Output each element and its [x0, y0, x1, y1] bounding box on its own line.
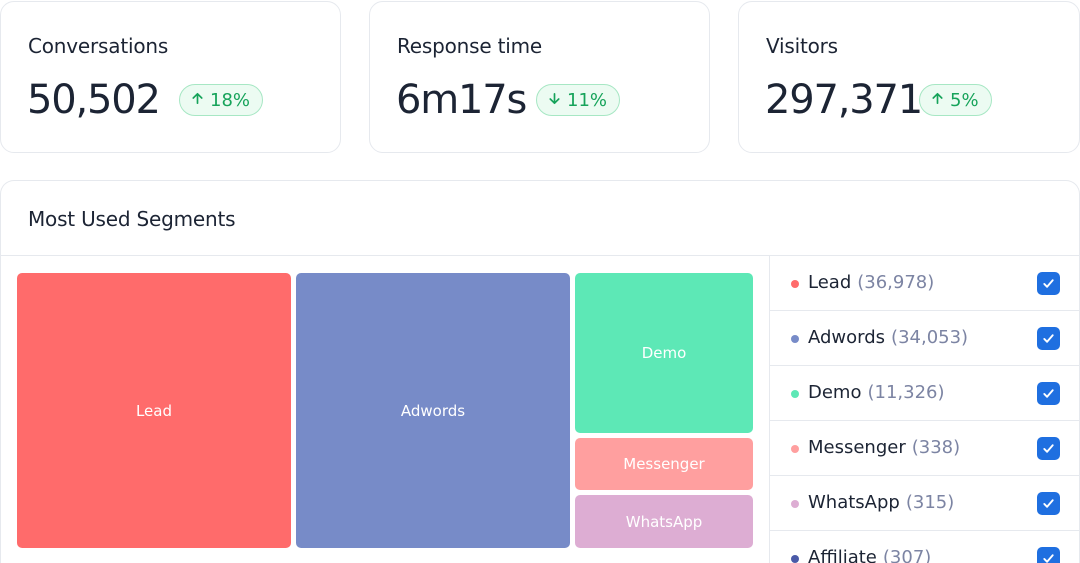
- checkbox-checked-icon[interactable]: [1037, 547, 1060, 563]
- stat-value: 6m17s: [396, 77, 527, 123]
- tile-label: Demo: [641, 344, 687, 362]
- stat-title: Conversations: [28, 34, 169, 58]
- treemap-tile-demo[interactable]: Demo: [575, 273, 753, 433]
- checkbox-checked-icon[interactable]: [1037, 327, 1060, 350]
- checkbox-checked-icon[interactable]: [1037, 492, 1060, 515]
- change-badge: 11%: [536, 84, 621, 116]
- legend-item-lead[interactable]: Lead (36,978): [770, 256, 1080, 311]
- legend-dot: [791, 555, 799, 563]
- legend-name: WhatsApp: [808, 492, 900, 513]
- change-value: 18%: [210, 89, 251, 111]
- stat-title: Visitors: [766, 34, 838, 58]
- change-value: 11%: [567, 89, 608, 111]
- legend-dot: [791, 335, 799, 343]
- treemap-tile-messenger[interactable]: Messenger: [575, 438, 753, 490]
- checkbox-checked-icon[interactable]: [1037, 272, 1060, 295]
- legend-item-adwords[interactable]: Adwords (34,053): [770, 311, 1080, 366]
- legend-dot: [791, 280, 799, 288]
- treemap-tile-adwords[interactable]: Adwords: [296, 273, 570, 548]
- arrow-down-icon: [547, 90, 562, 111]
- legend-name: Affiliate: [808, 547, 877, 563]
- divider: [1, 255, 1079, 256]
- change-value: 5%: [950, 89, 979, 111]
- stat-value: 297,371: [765, 77, 923, 123]
- tile-label: Adwords: [400, 401, 466, 420]
- stat-card-response-time: Response time 6m17s 11%: [369, 1, 710, 153]
- stat-title: Response time: [397, 34, 542, 58]
- legend-item-affiliate[interactable]: Affiliate (307): [770, 531, 1080, 563]
- legend-dot: [791, 445, 799, 453]
- legend-item-whatsapp[interactable]: WhatsApp (315): [770, 476, 1080, 531]
- legend-name: Messenger: [808, 437, 906, 458]
- arrow-up-icon: [190, 90, 205, 111]
- legend-name: Demo: [808, 382, 862, 403]
- segments-title: Most Used Segments: [28, 207, 236, 231]
- legend-dot: [791, 500, 799, 508]
- change-badge: 18%: [179, 84, 264, 116]
- segment-legend: Lead (36,978) Adwords (34,053) Demo (11,326…: [769, 256, 1080, 563]
- legend-name: Lead: [808, 272, 852, 293]
- arrow-up-icon: [930, 90, 945, 111]
- tile-label: Messenger: [623, 455, 705, 473]
- legend-item-demo[interactable]: Demo (11,326): [770, 366, 1080, 421]
- legend-count: (338): [911, 437, 961, 458]
- stat-card-visitors: Visitors 297,371 5%: [738, 1, 1080, 153]
- stat-card-conversations: Conversations 50,502 18%: [0, 1, 341, 153]
- tile-label: WhatsApp: [625, 512, 703, 531]
- legend-item-messenger[interactable]: Messenger (338): [770, 421, 1080, 476]
- change-badge: 5%: [919, 84, 992, 116]
- checkbox-checked-icon[interactable]: [1037, 382, 1060, 405]
- legend-count: (34,053): [891, 327, 969, 348]
- tile-label: Lead: [135, 401, 173, 420]
- treemap-tile-whatsapp[interactable]: WhatsApp: [575, 495, 753, 548]
- checkbox-checked-icon[interactable]: [1037, 437, 1060, 460]
- stat-value: 50,502: [27, 77, 161, 123]
- legend-dot: [791, 390, 799, 398]
- legend-count: (36,978): [857, 272, 935, 293]
- legend-count: (315): [905, 492, 955, 513]
- legend-count: (11,326): [867, 382, 945, 403]
- legend-count: (307): [882, 547, 932, 563]
- treemap-tile-lead[interactable]: Lead: [17, 273, 291, 548]
- legend-name: Adwords: [808, 327, 886, 348]
- segments-card: Most Used Segments Lead Adwords Demo Mes…: [0, 180, 1080, 563]
